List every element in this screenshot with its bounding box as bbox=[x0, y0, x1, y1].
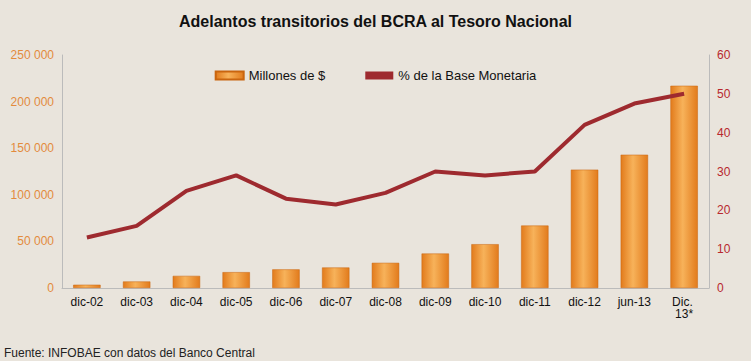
svg-text:dic-08: dic-08 bbox=[369, 295, 402, 309]
svg-text:dic-03: dic-03 bbox=[120, 295, 153, 309]
svg-text:Adelantos transitorios del BCR: Adelantos transitorios del BCRA al Tesor… bbox=[179, 13, 572, 30]
svg-text:Millones de $: Millones de $ bbox=[249, 68, 326, 83]
svg-text:dic-12: dic-12 bbox=[568, 295, 601, 309]
svg-text:150 000: 150 000 bbox=[11, 141, 55, 155]
svg-text:30: 30 bbox=[717, 165, 731, 179]
svg-text:50 000: 50 000 bbox=[17, 234, 54, 248]
svg-text:0: 0 bbox=[47, 281, 54, 295]
svg-text:10: 10 bbox=[717, 242, 731, 256]
svg-text:dic-06: dic-06 bbox=[270, 295, 303, 309]
svg-text:dic-09: dic-09 bbox=[419, 295, 452, 309]
svg-text:jun-13: jun-13 bbox=[617, 295, 652, 309]
svg-text:40: 40 bbox=[717, 126, 731, 140]
svg-text:dic-07: dic-07 bbox=[319, 295, 352, 309]
svg-text:200 000: 200 000 bbox=[11, 95, 55, 109]
svg-text:60: 60 bbox=[717, 48, 731, 62]
svg-text:Fuente: INFOBAE con datos del: Fuente: INFOBAE con datos del Banco Cent… bbox=[4, 346, 255, 360]
svg-text:Dic.: Dic. bbox=[672, 295, 697, 309]
svg-text:20: 20 bbox=[717, 203, 731, 217]
svg-text:0: 0 bbox=[717, 281, 724, 295]
svg-text:dic-10: dic-10 bbox=[469, 295, 502, 309]
svg-text:dic-02: dic-02 bbox=[71, 295, 104, 309]
svg-text:% de la Base Monetaria: % de la Base Monetaria bbox=[398, 68, 537, 83]
svg-text:13*: 13* bbox=[675, 307, 693, 321]
svg-text:250 000: 250 000 bbox=[11, 48, 55, 62]
svg-text:100 000: 100 000 bbox=[11, 188, 55, 202]
svg-text:dic-11: dic-11 bbox=[519, 295, 551, 309]
svg-text:dic-05: dic-05 bbox=[220, 295, 253, 309]
svg-text:50: 50 bbox=[717, 87, 731, 101]
svg-text:dic-04: dic-04 bbox=[170, 295, 203, 309]
